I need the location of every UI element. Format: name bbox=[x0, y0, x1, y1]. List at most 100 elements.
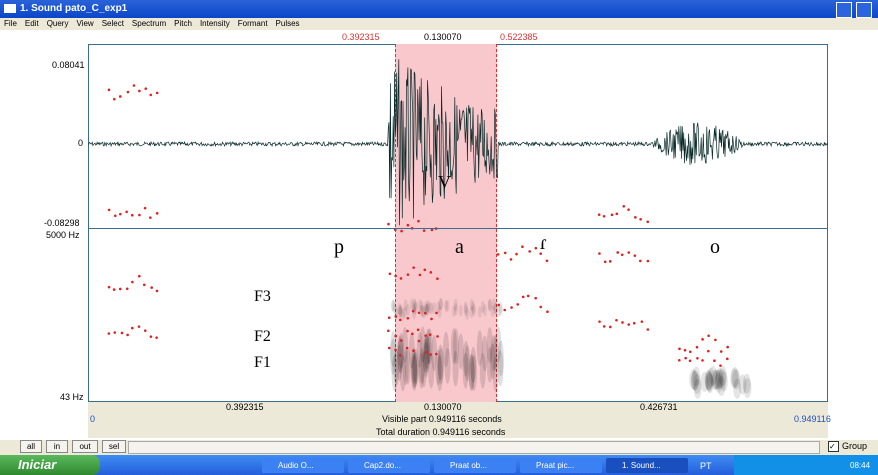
drawing bbox=[497, 304, 500, 307]
drawing bbox=[430, 271, 433, 274]
drawing bbox=[483, 304, 487, 316]
drawing bbox=[609, 260, 612, 263]
spec-max: 5000 Hz bbox=[46, 230, 80, 240]
drawing bbox=[516, 303, 519, 306]
window-title: 1. Sound pato_C_exp1 bbox=[20, 3, 127, 14]
drawing bbox=[436, 277, 439, 280]
drawing bbox=[527, 295, 530, 298]
start-button[interactable]: Iniciar bbox=[0, 455, 100, 475]
drawing bbox=[412, 310, 415, 313]
drawing bbox=[510, 258, 513, 261]
drawing bbox=[156, 92, 159, 95]
drawing bbox=[701, 338, 704, 341]
maximize[interactable] bbox=[856, 2, 872, 18]
task-button[interactable]: Audio O... bbox=[262, 458, 344, 473]
divider bbox=[88, 228, 828, 229]
drawing bbox=[497, 253, 500, 256]
drawing bbox=[423, 269, 426, 272]
scrollbar[interactable] bbox=[128, 441, 820, 454]
drawing bbox=[490, 344, 496, 380]
left-part: 0.392315 bbox=[226, 402, 264, 412]
btn-out[interactable]: out bbox=[72, 440, 98, 453]
menu-item[interactable]: Formant bbox=[238, 18, 268, 30]
menu-item[interactable]: Spectrum bbox=[132, 18, 166, 30]
menu-item[interactable]: Select bbox=[102, 18, 124, 30]
drawing bbox=[646, 220, 649, 223]
drawing bbox=[119, 213, 122, 216]
sel-part: 0.130070 bbox=[424, 402, 462, 412]
drawing bbox=[435, 353, 438, 356]
drawing bbox=[639, 260, 642, 263]
drawing bbox=[411, 353, 417, 389]
drawing bbox=[388, 347, 391, 350]
sel-duration: 0.130070 bbox=[424, 32, 462, 42]
drawing bbox=[412, 349, 415, 352]
drawing bbox=[400, 277, 403, 280]
menu-item[interactable]: File bbox=[4, 18, 17, 30]
btn-all[interactable]: all bbox=[20, 440, 42, 453]
drawing bbox=[126, 334, 129, 337]
drawing bbox=[477, 330, 483, 366]
menu-item[interactable]: Pitch bbox=[174, 18, 192, 30]
drawing bbox=[394, 349, 397, 352]
drawing bbox=[126, 287, 129, 290]
drawing bbox=[621, 253, 624, 256]
menu-item[interactable]: View bbox=[76, 18, 93, 30]
drawing bbox=[388, 316, 391, 319]
drawing bbox=[604, 260, 607, 263]
drawing bbox=[696, 346, 699, 349]
drawing bbox=[143, 283, 146, 286]
drawing bbox=[598, 213, 601, 216]
drawing bbox=[627, 208, 630, 211]
drawing bbox=[394, 275, 397, 278]
drawing bbox=[701, 359, 704, 362]
drawing bbox=[503, 309, 506, 312]
drawing bbox=[454, 299, 458, 311]
drawing bbox=[393, 302, 397, 314]
right-part: 0.426731 bbox=[640, 402, 678, 412]
drawing bbox=[424, 334, 427, 337]
formant-label: F1 bbox=[254, 354, 271, 372]
language: PT bbox=[700, 461, 712, 471]
drawing bbox=[138, 214, 141, 217]
drawing bbox=[138, 325, 141, 328]
drawing bbox=[417, 220, 420, 223]
drawing bbox=[429, 353, 432, 356]
menu-item[interactable]: Query bbox=[47, 18, 69, 30]
drawing bbox=[121, 332, 124, 335]
drawing bbox=[108, 89, 111, 92]
drawing bbox=[726, 358, 729, 361]
window-icon bbox=[4, 4, 16, 13]
minimize[interactable] bbox=[836, 2, 852, 18]
visible-end: 0.949116 bbox=[794, 414, 831, 424]
task-button[interactable]: Praat ob... bbox=[434, 458, 516, 473]
task-button[interactable]: Praat pic... bbox=[520, 458, 602, 473]
drawing bbox=[119, 288, 122, 291]
drawing bbox=[691, 371, 699, 391]
spec-min: 43 Hz bbox=[60, 392, 84, 402]
menu-item[interactable]: Edit bbox=[25, 18, 39, 30]
menu-item[interactable]: Intensity bbox=[200, 18, 230, 30]
drawing bbox=[463, 341, 469, 377]
drawing bbox=[713, 359, 716, 362]
visible-start: 0 bbox=[90, 414, 95, 424]
drawing bbox=[412, 303, 416, 315]
group-checkbox[interactable]: ✓ bbox=[828, 441, 839, 452]
drawing bbox=[707, 334, 710, 337]
drawing bbox=[406, 347, 409, 350]
drawing bbox=[436, 301, 440, 313]
drawing bbox=[684, 349, 687, 352]
drawing bbox=[730, 369, 738, 389]
drawing bbox=[108, 332, 111, 335]
task-button[interactable]: Cap2.do... bbox=[348, 458, 430, 473]
drawing bbox=[689, 359, 692, 362]
btn-sel[interactable]: sel bbox=[102, 440, 126, 453]
menu-item[interactable]: Pulses bbox=[276, 18, 300, 30]
btn-in[interactable]: in bbox=[46, 440, 68, 453]
drawing bbox=[407, 224, 410, 227]
drawing bbox=[716, 368, 724, 388]
sel-end: 0.522385 bbox=[500, 32, 538, 42]
drawing bbox=[707, 350, 710, 353]
task-button[interactable]: 1. Sound... bbox=[606, 458, 688, 473]
drawing bbox=[411, 333, 414, 336]
